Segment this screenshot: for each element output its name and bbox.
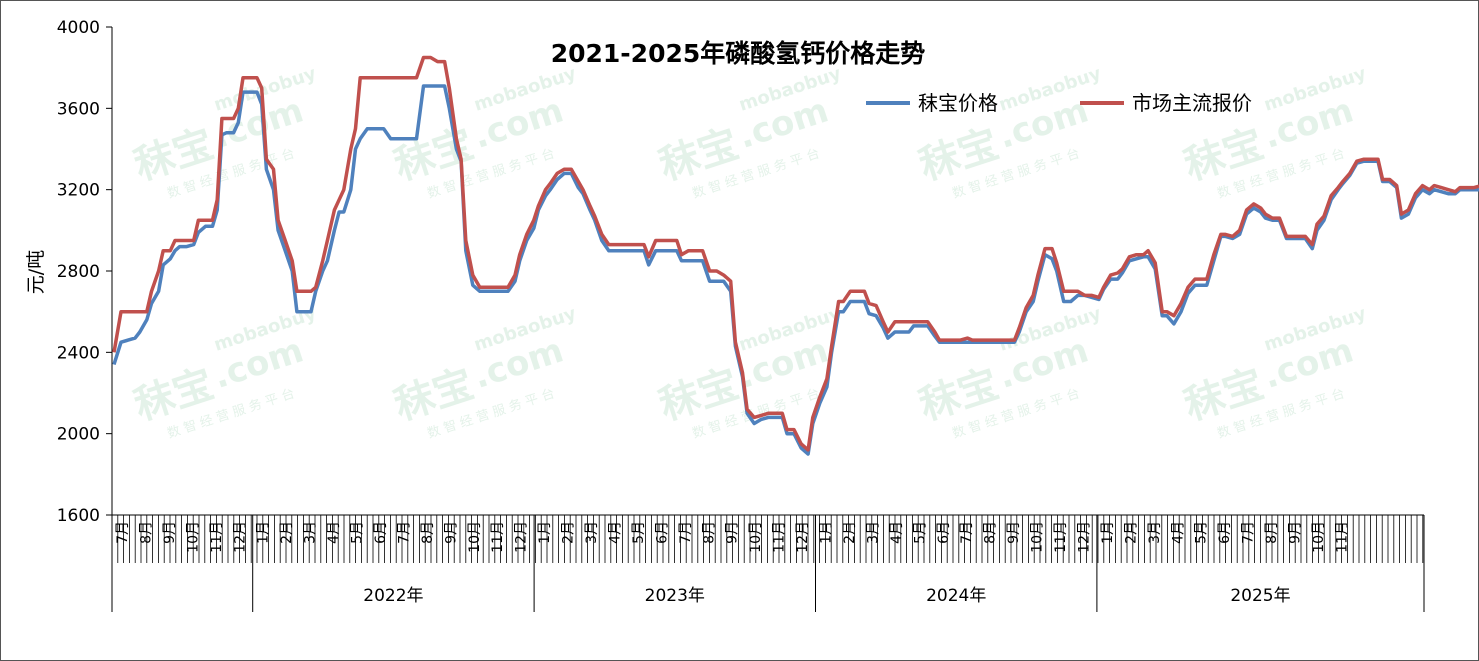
x-month-label: 7月: [959, 521, 975, 544]
x-month-label: 11月: [209, 521, 225, 553]
x-month-label: 8月: [701, 521, 717, 544]
x-month-label: 11月: [1334, 521, 1350, 553]
y-axis-label: 元/吨: [25, 250, 47, 294]
x-month-label: 1月: [537, 521, 553, 544]
x-month-label: 12月: [514, 521, 530, 553]
x-month-label: 9月: [1006, 521, 1022, 544]
x-month-label: 9月: [1288, 521, 1304, 544]
x-month-label: 1月: [256, 521, 272, 544]
x-month-label: 11月: [490, 521, 506, 553]
x-month-label: 10月: [185, 521, 201, 553]
x-month-label: 5月: [350, 521, 366, 544]
y-tick-label: 4000: [57, 18, 100, 38]
series-line-2: [112, 55, 1479, 452]
x-month-label: 7月: [1241, 521, 1257, 544]
x-month-label: 3月: [584, 521, 600, 544]
x-year-label: 2022年: [363, 586, 423, 606]
x-month-label: 5月: [912, 521, 928, 544]
x-month-label: 4月: [889, 521, 905, 544]
x-month-label: 3月: [1147, 521, 1163, 544]
x-month-label: 8月: [138, 521, 154, 544]
y-tick-label: 2800: [57, 262, 100, 282]
x-month-label: 5月: [1194, 521, 1210, 544]
y-tick-label: 1600: [57, 506, 100, 526]
y-tick-label: 3600: [57, 99, 100, 119]
y-tick-label: 3200: [57, 181, 100, 201]
x-month-label: 5月: [631, 521, 647, 544]
x-year-label: 2023年: [645, 586, 705, 606]
y-tick-label: 2400: [57, 343, 100, 363]
x-month-label: 10月: [1311, 521, 1327, 553]
y-tick-label: 2000: [57, 425, 100, 445]
x-month-label: 4月: [607, 521, 623, 544]
watermark-layer: 秣宝.commobaobuy数 智 经 营 服 务 平 台秣宝.commobao…: [129, 63, 1369, 442]
x-month-label: 9月: [725, 521, 741, 544]
x-month-label: 6月: [1217, 521, 1233, 544]
axes: 1600 2000 2400 2800 3200 3600 4000 7月 8月 9月 10月 11月…: [57, 18, 1425, 612]
x-month-label: 9月: [443, 521, 459, 544]
x-month-label: 8月: [420, 521, 436, 544]
x-month-label: 10月: [748, 521, 764, 553]
x-month-label: 10月: [467, 521, 483, 553]
x-month-label: 12月: [795, 521, 811, 553]
x-month-label: 6月: [936, 521, 952, 544]
x-month-label: 2月: [279, 521, 295, 544]
x-month-label: 10月: [1030, 521, 1046, 553]
x-month-label: 12月: [232, 521, 248, 553]
x-month-label: 9月: [162, 521, 178, 544]
legend-label: 市场主流报价: [1132, 91, 1252, 115]
x-year-label: 2025年: [1230, 586, 1290, 606]
x-month-label: 2月: [1123, 521, 1139, 544]
series-lines: [112, 55, 1479, 456]
legend-label: 秣宝价格: [918, 91, 998, 115]
x-month-label: 3月: [303, 521, 319, 544]
x-month-label: 1月: [819, 521, 835, 544]
x-year-label: 2024年: [926, 586, 986, 606]
x-month-label: 7月: [115, 521, 131, 544]
x-month-label: 11月: [772, 521, 788, 553]
x-month-label: 12月: [1076, 521, 1092, 553]
x-month-label: 4月: [1170, 521, 1186, 544]
x-month-label: 7月: [678, 521, 694, 544]
chart-title: 2021-2025年磷酸氢钙价格走势: [551, 39, 926, 68]
x-month-label: 4月: [326, 521, 342, 544]
x-month-label: 8月: [1264, 521, 1280, 544]
x-month-label: 1月: [1100, 521, 1116, 544]
legend: 秣宝价格 市场主流报价: [866, 91, 1252, 115]
x-month-label: 2月: [842, 521, 858, 544]
x-month-label: 3月: [865, 521, 881, 544]
x-month-label: 11月: [1053, 521, 1069, 553]
x-month-label: 2月: [561, 521, 577, 544]
x-month-label: 6月: [373, 521, 389, 544]
x-month-label: 6月: [654, 521, 670, 544]
x-month-label: 8月: [983, 521, 999, 544]
x-month-label: 7月: [396, 521, 412, 544]
